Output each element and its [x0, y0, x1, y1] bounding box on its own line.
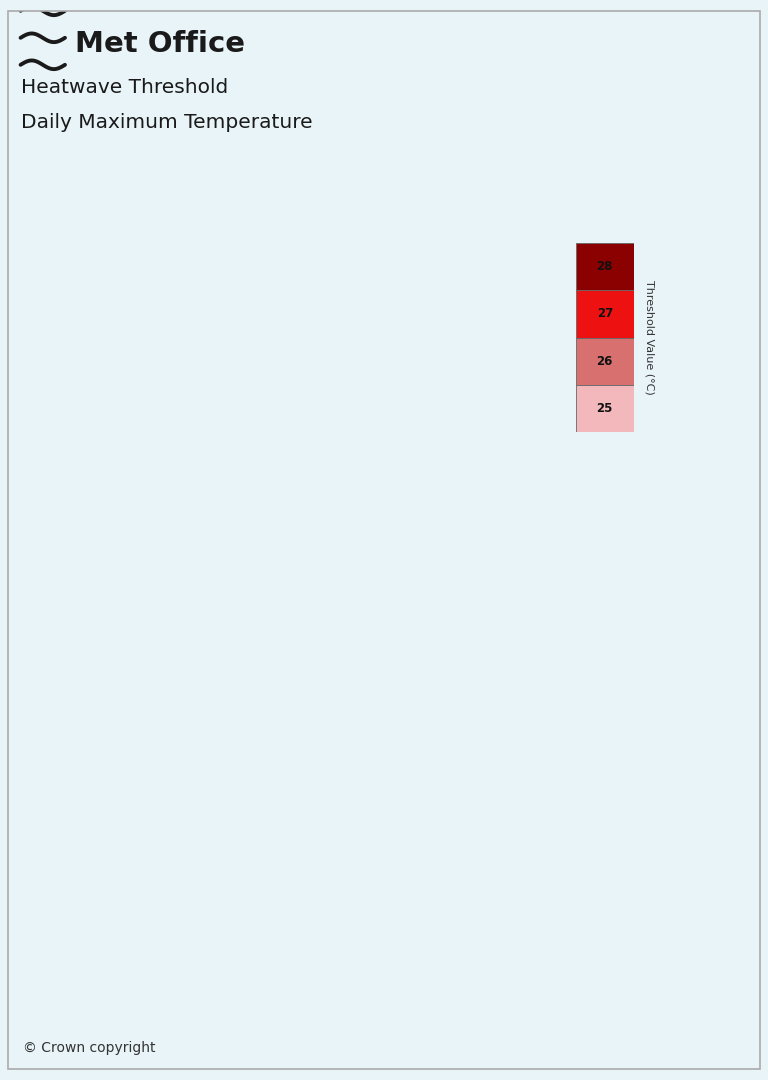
Bar [576, 337, 634, 384]
Bar [576, 291, 634, 337]
Text: Threshold Value (°C): Threshold Value (°C) [644, 280, 654, 395]
Text: Met Office: Met Office [75, 30, 246, 58]
Text: 27: 27 [597, 308, 613, 321]
Text: 26: 26 [597, 354, 613, 367]
Text: Daily Maximum Temperature: Daily Maximum Temperature [21, 113, 313, 133]
Text: © Crown copyright: © Crown copyright [23, 1041, 156, 1055]
Bar [576, 243, 634, 291]
Text: 28: 28 [597, 260, 613, 273]
Bar [576, 384, 634, 432]
Text: Heatwave Threshold: Heatwave Threshold [21, 78, 228, 97]
Text: 25: 25 [597, 402, 613, 415]
